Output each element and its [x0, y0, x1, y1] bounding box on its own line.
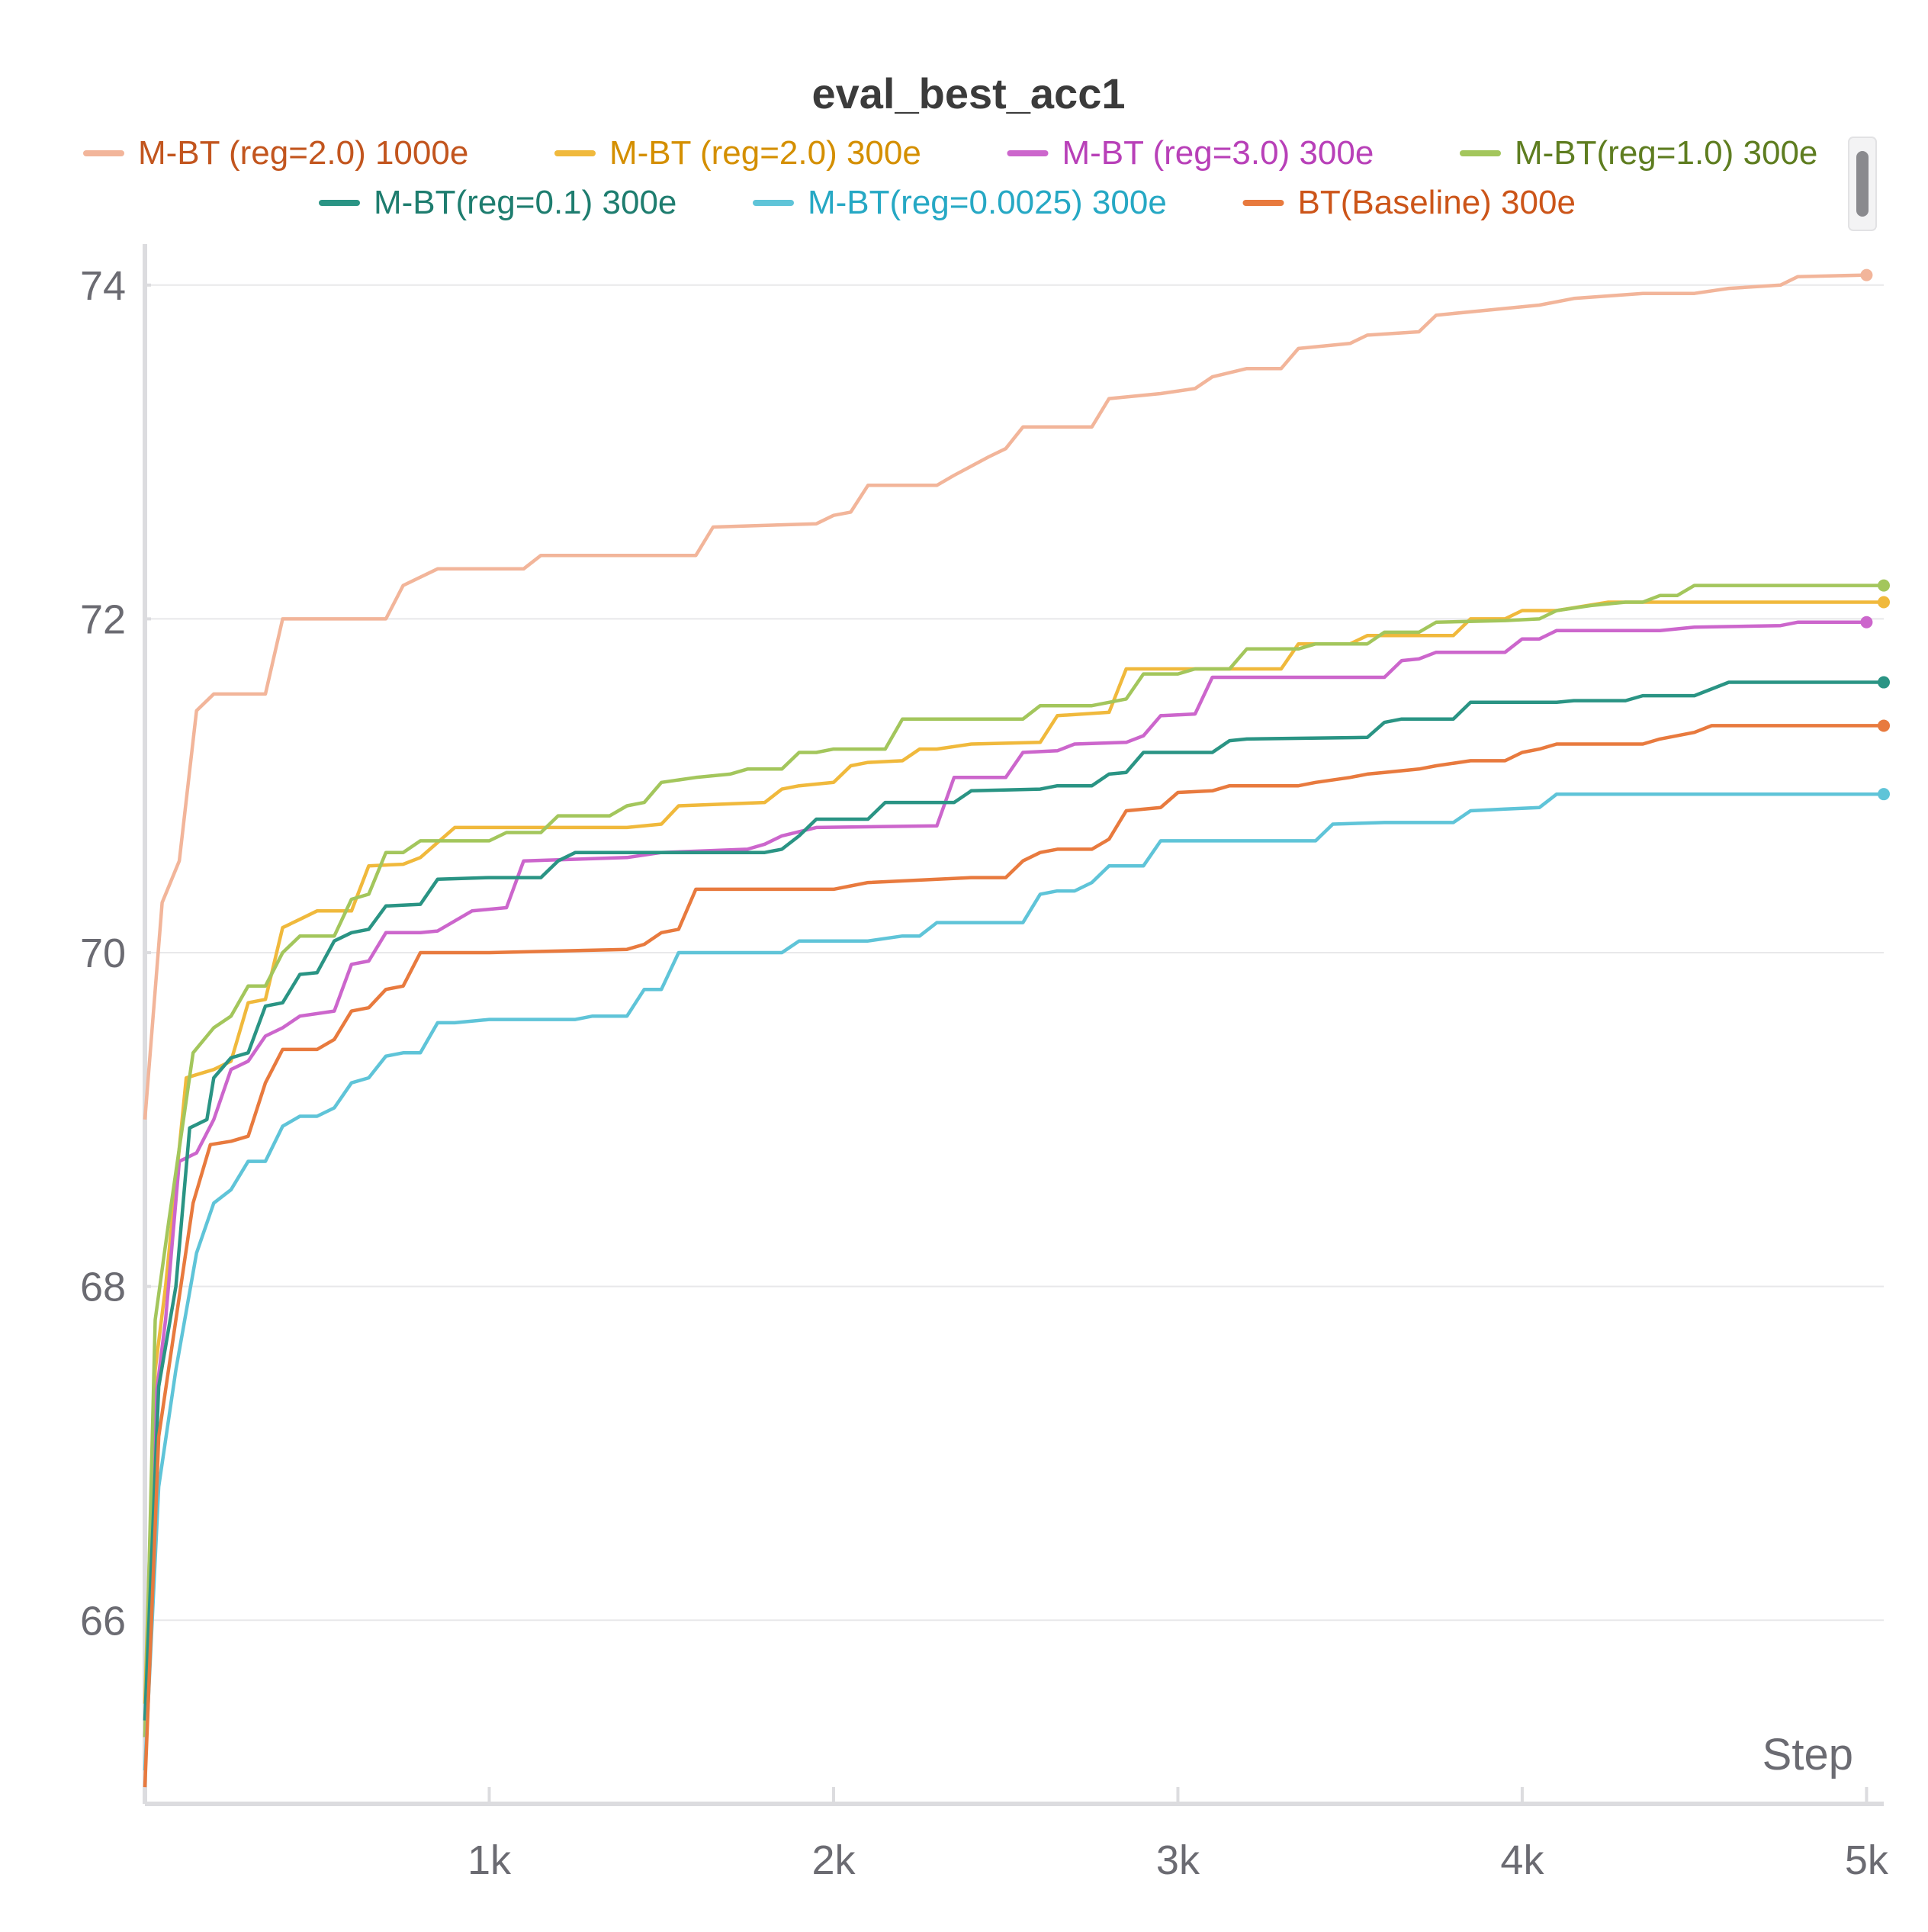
- legend-label: BT(Baseline) 300e: [1298, 184, 1576, 221]
- series-6[interactable]: [143, 788, 1890, 1771]
- y-tick-label: 68: [80, 1265, 126, 1310]
- series-line[interactable]: [143, 680, 1884, 1721]
- series-end-point[interactable]: [1860, 616, 1873, 628]
- legend-label: M-BT(reg=1.0) 300e: [1515, 134, 1817, 172]
- y-tick-label: 74: [80, 263, 126, 309]
- legend-item[interactable]: M-BT(reg=0.1) 300e: [319, 184, 676, 221]
- series-end-point[interactable]: [1878, 596, 1890, 609]
- legend-item[interactable]: M-BT(reg=0.0025) 300e: [753, 184, 1167, 221]
- x-tick-label: 4k: [1500, 1837, 1544, 1883]
- series-end-point[interactable]: [1878, 788, 1890, 801]
- legend-label: M-BT(reg=0.1) 300e: [374, 184, 676, 221]
- series-end-point[interactable]: [1878, 676, 1890, 689]
- series-3[interactable]: [143, 616, 1873, 1738]
- x-tick-label: 5k: [1845, 1837, 1889, 1883]
- series-line[interactable]: [143, 724, 1884, 1788]
- series-line[interactable]: [143, 620, 1867, 1738]
- y-tick-label: 72: [80, 596, 126, 642]
- axes: [143, 244, 1884, 1806]
- series-end-point[interactable]: [1860, 268, 1873, 281]
- x-tick-label: 3k: [1156, 1837, 1200, 1883]
- x-tick-label: 1k: [468, 1837, 512, 1883]
- series-lines[interactable]: [143, 268, 1890, 1788]
- legend-item[interactable]: M-BT (reg=2.0) 300e: [554, 134, 921, 172]
- y-tick-label: 70: [80, 931, 126, 976]
- series-end-point[interactable]: [1878, 719, 1890, 732]
- y-tick-label: 66: [80, 1598, 126, 1644]
- legend-scrollbar-thumb[interactable]: [1856, 151, 1869, 217]
- legend-label: M-BT (reg=2.0) 300e: [609, 134, 921, 172]
- legend-item[interactable]: M-BT (reg=2.0) 1000e: [83, 134, 468, 172]
- x-tick-label: 2k: [811, 1837, 856, 1883]
- series-4[interactable]: [143, 579, 1890, 1738]
- legend-item[interactable]: M-BT (reg=3.0) 300e: [1007, 134, 1374, 172]
- series-line[interactable]: [143, 273, 1867, 1120]
- series-2[interactable]: [143, 596, 1890, 1704]
- legend-label: M-BT (reg=3.0) 300e: [1062, 134, 1374, 172]
- series-7[interactable]: [143, 719, 1890, 1788]
- legend-scrollbar[interactable]: [1848, 137, 1877, 231]
- legend[interactable]: M-BT (reg=2.0) 1000e M-BT (reg=2.0) 300e M…: [83, 134, 1817, 221]
- series-line[interactable]: [143, 600, 1884, 1704]
- legend-item[interactable]: BT(Baseline) 300e: [1242, 184, 1576, 221]
- tick-labels: 66 68 70 72 74 1k 2k 3k 4k 5k: [80, 263, 1889, 1883]
- x-axis-title: Step: [1763, 1730, 1853, 1779]
- series-1[interactable]: [143, 268, 1873, 1120]
- legend-label: M-BT(reg=0.0025) 300e: [808, 184, 1167, 221]
- series-line[interactable]: [143, 792, 1884, 1771]
- series-5[interactable]: [143, 676, 1890, 1721]
- chart-title: eval_best_acc1: [811, 69, 1125, 117]
- legend-label: M-BT (reg=2.0) 1000e: [138, 134, 468, 172]
- grid-lines: [145, 284, 1884, 1622]
- legend-item[interactable]: M-BT(reg=1.0) 300e: [1460, 134, 1817, 172]
- series-end-point[interactable]: [1878, 579, 1890, 592]
- series-line[interactable]: [143, 583, 1884, 1738]
